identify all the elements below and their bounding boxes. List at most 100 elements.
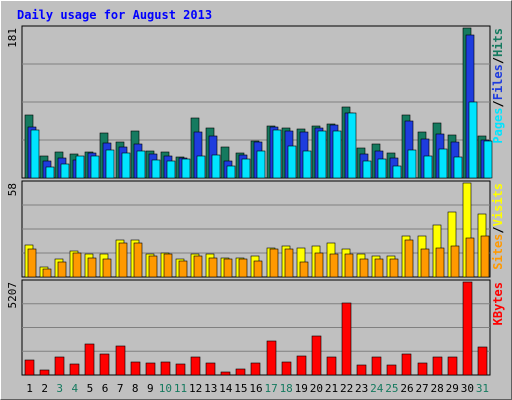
panel-2-legend: Sites/Visits — [491, 183, 505, 270]
x-tick-label-day-25: 25 — [385, 382, 398, 395]
bar-pages-day-2 — [45, 166, 55, 179]
bar-pages-day-22 — [347, 112, 357, 179]
bar-pages-day-16 — [256, 150, 266, 179]
bar-kbytes-day-27 — [417, 362, 428, 376]
bar-sites-day-21 — [329, 253, 339, 278]
x-tick-label-day-5: 5 — [87, 382, 94, 395]
bar-kbytes-day-13 — [205, 362, 216, 376]
bar-pages-day-12 — [196, 155, 206, 179]
bar-sites-day-17 — [269, 248, 279, 278]
bar-pages-day-6 — [105, 149, 115, 179]
x-tick-label-day-9: 9 — [147, 382, 154, 395]
bar-pages-day-28 — [438, 148, 448, 179]
x-tick-label-day-12: 12 — [189, 382, 202, 395]
bar-kbytes-day-20 — [311, 335, 322, 376]
bar-kbytes-day-28 — [432, 356, 443, 376]
bar-pages-day-27 — [423, 155, 433, 179]
x-tick-label-day-23: 23 — [355, 382, 368, 395]
x-tick-label-day-6: 6 — [102, 382, 109, 395]
bar-kbytes-day-25 — [386, 364, 397, 376]
x-tick-label-day-16: 16 — [249, 382, 262, 395]
bar-pages-day-4 — [75, 155, 85, 179]
x-tick-label-day-29: 29 — [446, 382, 459, 395]
bar-pages-day-18 — [287, 145, 297, 179]
bar-sites-day-18 — [284, 248, 294, 278]
legend-pages: Pages — [491, 108, 505, 144]
bar-kbytes-day-9 — [145, 362, 156, 376]
bar-kbytes-day-6 — [99, 353, 110, 376]
bar-kbytes-day-18 — [281, 361, 292, 376]
bar-sites-day-12 — [193, 255, 203, 278]
bar-pages-day-26 — [407, 149, 417, 179]
bar-sites-day-29 — [450, 245, 460, 278]
x-tick-label-day-15: 15 — [234, 382, 247, 395]
bar-sites-day-28 — [435, 247, 445, 278]
bar-sites-day-26 — [404, 239, 414, 278]
bar-sites-day-8 — [133, 242, 143, 278]
bar-pages-day-7 — [121, 152, 131, 179]
legend-hits: Hits — [491, 28, 505, 57]
bar-kbytes-day-5 — [84, 343, 95, 376]
bar-sites-day-30 — [465, 237, 475, 278]
bar-pages-day-21 — [332, 130, 342, 179]
x-tick-label-day-8: 8 — [132, 382, 139, 395]
bar-sites-day-16 — [253, 260, 263, 278]
x-tick-label-day-31: 31 — [476, 382, 489, 395]
legend-sites: Sites — [491, 234, 505, 270]
x-tick-label-day-11: 11 — [174, 382, 187, 395]
bar-sites-day-3 — [57, 261, 67, 278]
bar-kbytes-day-30 — [462, 281, 473, 376]
bar-sites-day-1 — [27, 248, 37, 278]
bar-kbytes-day-22 — [341, 302, 352, 376]
bar-pages-day-13 — [211, 154, 221, 179]
x-tick-label-day-14: 14 — [219, 382, 233, 395]
bar-kbytes-day-4 — [69, 363, 80, 376]
bar-pages-day-11 — [181, 158, 191, 179]
bar-sites-day-15 — [238, 258, 248, 278]
x-tick-label-day-27: 27 — [415, 382, 428, 395]
legend-separator: / — [491, 100, 505, 107]
x-tick-label-day-18: 18 — [280, 382, 293, 395]
bar-pages-day-31 — [483, 140, 493, 179]
x-tick-label-day-7: 7 — [117, 382, 124, 395]
x-tick-label-day-22: 22 — [340, 382, 353, 395]
bar-sites-day-2 — [42, 268, 52, 278]
bar-kbytes-day-29 — [447, 356, 458, 376]
x-tick-label-day-4: 4 — [72, 382, 79, 395]
bar-kbytes-day-12 — [190, 356, 201, 376]
bar-kbytes-day-15 — [235, 368, 246, 376]
bar-pages-day-3 — [60, 163, 70, 179]
bar-sites-day-11 — [178, 260, 188, 278]
panel-2-ymax-label: 58 — [6, 183, 19, 196]
bar-kbytes-day-14 — [220, 371, 231, 376]
x-tick-label-day-17: 17 — [264, 382, 277, 395]
bar-sites-day-6 — [102, 258, 112, 278]
bar-sites-day-19 — [299, 261, 309, 278]
bar-pages-day-25 — [392, 165, 402, 179]
panel-3-ymax-label: 5207 — [6, 282, 19, 309]
bar-pages-day-1 — [30, 129, 40, 179]
bar-pages-day-30 — [468, 101, 478, 179]
x-tick-label-day-24: 24 — [370, 382, 384, 395]
bar-pages-day-9 — [151, 159, 161, 179]
bar-pages-day-5 — [90, 155, 100, 179]
bar-kbytes-day-31 — [477, 346, 488, 376]
bar-sites-day-27 — [420, 248, 430, 278]
bar-pages-day-14 — [226, 165, 236, 179]
bar-sites-day-22 — [344, 253, 354, 278]
legend-separator: / — [491, 226, 505, 233]
x-tick-label-day-26: 26 — [400, 382, 413, 395]
bar-kbytes-day-24 — [371, 356, 382, 376]
x-tick-label-day-1: 1 — [26, 382, 33, 395]
x-tick-label-day-3: 3 — [56, 382, 63, 395]
bar-sites-day-14 — [223, 258, 233, 278]
bar-pages-day-20 — [317, 130, 327, 179]
bar-kbytes-day-3 — [54, 356, 65, 376]
bar-kbytes-day-1 — [24, 359, 35, 376]
x-tick-label-day-13: 13 — [204, 382, 217, 395]
panel-3-legend: KBytes — [491, 282, 505, 325]
bar-sites-day-7 — [118, 242, 128, 278]
bar-sites-day-25 — [389, 258, 399, 278]
panel-1-legend: Pages/Files/Hits — [491, 28, 505, 144]
